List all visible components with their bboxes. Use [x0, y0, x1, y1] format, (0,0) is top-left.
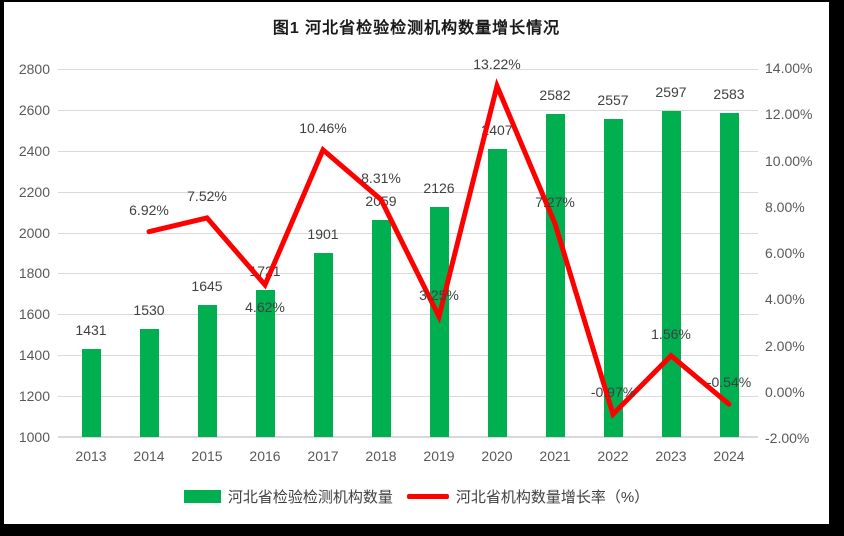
left-axis-tick: 2600: [18, 101, 50, 118]
line-value-label: 8.31%: [361, 169, 401, 186]
legend-bar-swatch: [183, 489, 221, 503]
left-axis-tick: 1200: [18, 388, 50, 405]
bar: [197, 305, 217, 437]
bar-value-label: 2597: [655, 83, 687, 100]
bar-value-label: 1530: [133, 301, 165, 318]
right-axis-tick: 4.00%: [765, 291, 805, 308]
gridline: [58, 232, 758, 234]
gridline: [58, 396, 758, 398]
line-value-label: 13.22%: [473, 56, 521, 73]
x-axis-tick: 2019: [423, 448, 455, 464]
bar-value-label: 2582: [539, 86, 571, 103]
line-value-label: 6.92%: [129, 201, 169, 218]
bar-value-label: 1721: [249, 262, 281, 279]
x-axis-tick: 2020: [481, 448, 513, 464]
x-axis-tick: 2014: [133, 448, 165, 464]
x-axis-tick: 2021: [539, 448, 571, 464]
left-axis-tick: 1800: [18, 265, 50, 282]
line-value-label: 3.25%: [419, 286, 459, 303]
bar: [661, 110, 681, 437]
gridline: [58, 69, 758, 70]
bar: [429, 206, 449, 437]
bar-value-label: 1431: [75, 321, 107, 338]
line-value-label: 4.62%: [245, 298, 285, 315]
legend: 河北省检验检测机构数量 河北省机构数量增长率（%）: [4, 486, 829, 506]
bar: [487, 149, 507, 437]
legend-line-swatch: [406, 493, 449, 499]
right-axis-tick: 12.00%: [765, 106, 813, 123]
right-axis-tick: 2.00%: [765, 337, 805, 354]
left-axis-tick: 1000: [18, 429, 50, 445]
gridline: [58, 191, 758, 193]
x-axis-tick: 2023: [655, 448, 687, 464]
bar-value-label: 2407: [481, 122, 513, 139]
x-axis-tick: 2024: [713, 448, 745, 464]
left-axis-tick: 2200: [18, 183, 50, 200]
chart-title: 图1 河北省检验检测机构数量增长情况: [272, 20, 561, 37]
right-axis-tick: 0.00%: [765, 383, 805, 400]
gridline: [58, 355, 758, 357]
gridline: [58, 109, 758, 111]
bar: [313, 252, 333, 437]
left-axis-tick: 2000: [18, 224, 50, 241]
left-axis-tick: 2400: [18, 142, 50, 159]
left-axis-tick: 1400: [18, 347, 50, 364]
bar-value-label: 2583: [713, 86, 745, 103]
line-value-label: 7.27%: [535, 193, 575, 210]
right-axis-tick: 10.00%: [765, 152, 813, 169]
right-axis-tick: -2.00%: [765, 430, 810, 446]
gridline: [58, 436, 758, 438]
bar: [371, 220, 391, 437]
legend-line-label: 河北省机构数量增长率（%）: [455, 488, 650, 506]
bar-value-label: 1645: [191, 278, 223, 295]
line-value-label: 1.56%: [651, 325, 691, 342]
line-value-label: 10.46%: [299, 119, 347, 136]
line-value-label: 7.52%: [187, 187, 227, 204]
left-axis-tick: 2800: [18, 61, 50, 77]
left-axis-tick: 1600: [18, 306, 50, 323]
bar: [139, 328, 159, 437]
line-value-label: -0.97%: [590, 384, 636, 401]
right-axis-tick: 14.00%: [765, 60, 813, 76]
line-value-label: -0.54%: [706, 374, 752, 391]
x-axis-tick: 2013: [75, 448, 107, 464]
gridline: [58, 273, 758, 275]
bar-value-label: 2557: [597, 91, 629, 108]
bar: [81, 348, 101, 437]
legend-bar-label: 河北省检验检测机构数量: [227, 488, 393, 506]
plot-area: 2800 2600 2400 2200 2000 1800 1600 1400 1200 1000…: [4, 2, 829, 524]
right-axis-tick: 6.00%: [765, 245, 805, 261]
x-axis-tick: 2015: [191, 448, 223, 464]
gridline: [58, 150, 758, 152]
bar-value-label: 1901: [307, 225, 339, 242]
x-axis-tick: 2017: [307, 448, 339, 464]
right-axis-tick: 8.00%: [765, 198, 805, 215]
line-series: [146, 78, 732, 419]
x-axis-tick: 2016: [249, 448, 281, 464]
bar-value-label: 2059: [365, 193, 397, 210]
x-axis-tick: 2018: [365, 448, 397, 464]
bar: [545, 113, 565, 437]
x-axis-tick: 2022: [597, 448, 629, 464]
bar-value-label: 2126: [423, 179, 455, 196]
